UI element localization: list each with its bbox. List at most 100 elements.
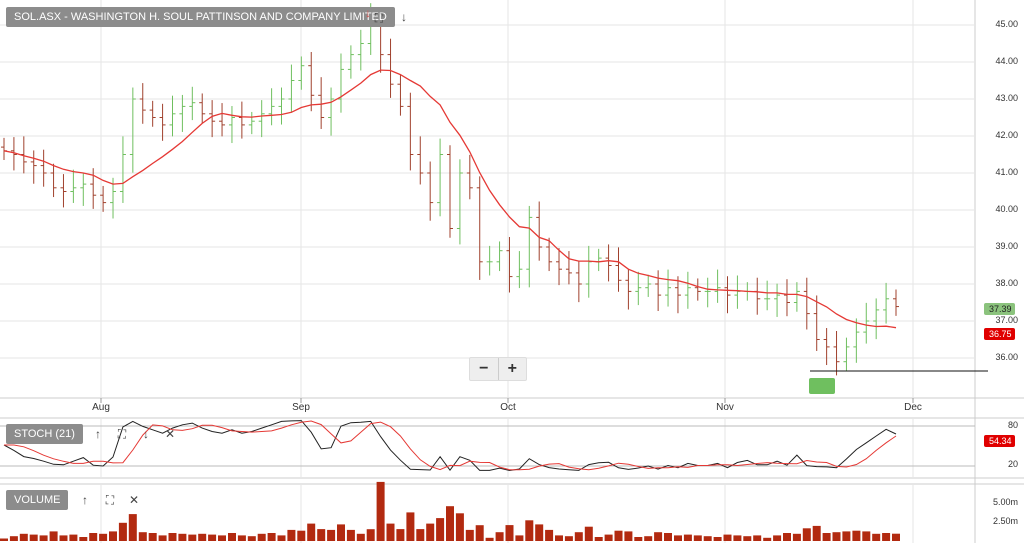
volume-bar xyxy=(584,526,593,541)
volume-bar xyxy=(773,535,782,541)
volume-bar xyxy=(218,535,226,541)
volume-bar xyxy=(247,536,256,541)
arrow-up-icon[interactable]: ↑ xyxy=(82,493,88,507)
price-tick-label: 44.00 xyxy=(995,56,1018,66)
volume-bar xyxy=(892,533,900,541)
price-tick-label: 37.00 xyxy=(995,315,1018,325)
volume-bar xyxy=(158,535,167,541)
volume-bar xyxy=(267,533,276,541)
volume-bar xyxy=(237,535,246,541)
volume-bar xyxy=(406,512,415,541)
volume-bar xyxy=(0,538,8,541)
volume-bar xyxy=(485,537,494,541)
price-tick-label: 41.00 xyxy=(995,167,1018,177)
volume-bar xyxy=(475,525,484,541)
volume-bar xyxy=(644,536,653,541)
fullscreen-icon[interactable]: ⛶ xyxy=(374,11,384,25)
volume-bar xyxy=(683,534,692,541)
volume-bar xyxy=(346,529,355,541)
volume-bar xyxy=(79,537,88,541)
volume-bar xyxy=(138,532,147,541)
volume-bar xyxy=(872,533,881,541)
volume-label[interactable]: VOLUME xyxy=(6,490,69,510)
volume-bar xyxy=(208,534,217,541)
last-price-tag: 37.39 xyxy=(984,303,1015,315)
volume-bar xyxy=(29,534,38,541)
volume-bar xyxy=(852,530,861,541)
volume-bar xyxy=(198,533,207,541)
volume-bar xyxy=(128,514,137,541)
close-icon[interactable]: ✕ xyxy=(164,427,176,441)
volume-bar xyxy=(792,533,801,541)
volume-bar xyxy=(277,535,286,541)
volume-bar xyxy=(228,533,236,541)
volume-bar xyxy=(396,529,405,541)
volume-bar xyxy=(624,531,633,541)
arrow-down-icon[interactable]: ↓ xyxy=(143,427,149,441)
volume-bar xyxy=(118,522,127,541)
volume-bar xyxy=(178,533,187,541)
arrow-up-icon[interactable]: ↑ xyxy=(95,427,101,441)
time-tick-label: Aug xyxy=(92,402,110,413)
close-icon[interactable]: ✕ xyxy=(128,493,140,507)
time-tick-label: Dec xyxy=(904,402,922,413)
volume-bar xyxy=(634,537,643,541)
instrument-label[interactable]: SOL.ASX - WASHINGTON H. SOUL PATTINSON A… xyxy=(6,7,395,27)
time-marker-badge xyxy=(809,378,835,394)
volume-bar xyxy=(188,534,197,541)
arrow-down-red-icon[interactable]: ↓ xyxy=(365,6,371,20)
stoch-label[interactable]: STOCH (21) xyxy=(6,424,83,444)
volume-bar xyxy=(604,534,613,541)
volume-bar xyxy=(564,536,573,541)
time-tick-label: Oct xyxy=(500,402,516,413)
stoch-tick-80: 80 xyxy=(1007,420,1018,430)
arrow-down-icon[interactable]: ↓ xyxy=(401,10,407,24)
volume-bar xyxy=(356,533,365,541)
volume-bar xyxy=(9,536,18,541)
volume-bar xyxy=(783,533,791,541)
volume-bar xyxy=(574,532,583,541)
volume-bar xyxy=(525,520,534,541)
volume-bar xyxy=(703,536,712,541)
volume-bar xyxy=(713,537,722,541)
volume-bar xyxy=(416,529,425,541)
volume-bar xyxy=(515,535,524,541)
fullscreen-icon[interactable]: ⛶ xyxy=(117,427,127,441)
volume-bar xyxy=(446,506,454,541)
volume-bar xyxy=(327,529,336,541)
volume-bar xyxy=(723,534,732,541)
volume-bar xyxy=(654,532,663,541)
price-tick-label: 43.00 xyxy=(995,93,1018,103)
stoch-value-tag: 54.34 xyxy=(984,435,1015,447)
volume-bar xyxy=(545,529,554,541)
volume-bar xyxy=(535,524,544,541)
zoom-in-button[interactable]: + xyxy=(497,358,527,380)
volume-bar xyxy=(59,535,68,541)
volume-bar xyxy=(69,534,78,541)
volume-tick-5m: 5.00m xyxy=(992,497,1018,507)
moving-average-line xyxy=(3,69,897,329)
volume-bar xyxy=(614,530,623,541)
volume-bar xyxy=(812,525,821,541)
time-tick-label: Sep xyxy=(292,402,310,413)
volume-bar xyxy=(555,535,563,541)
price-tick-label: 40.00 xyxy=(995,204,1018,214)
volume-bar xyxy=(89,533,98,541)
volume-bar xyxy=(317,529,326,541)
volume-bar xyxy=(109,531,117,541)
volume-bar xyxy=(862,531,871,541)
volume-bar xyxy=(664,533,672,541)
price-tick-label: 36.00 xyxy=(995,352,1018,362)
zoom-out-button[interactable]: − xyxy=(479,360,489,377)
volume-bar xyxy=(168,533,177,541)
volume-bar xyxy=(257,533,266,541)
price-tick-label: 45.00 xyxy=(995,19,1018,29)
time-tick-label: Nov xyxy=(716,402,734,413)
volume-bar xyxy=(455,513,464,541)
volume-bar xyxy=(39,535,48,541)
fullscreen-icon[interactable]: ⛶ xyxy=(105,493,115,507)
volume-bar xyxy=(674,535,682,541)
price-tick-label: 42.00 xyxy=(995,130,1018,140)
volume-bar xyxy=(763,537,772,541)
